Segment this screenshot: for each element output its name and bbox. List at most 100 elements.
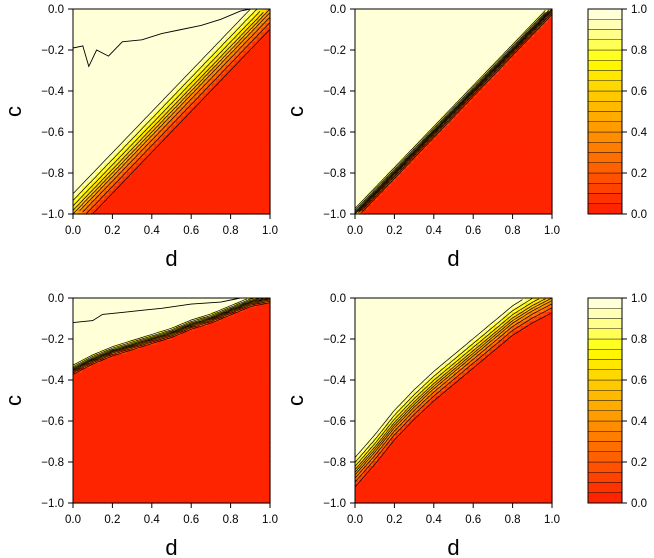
heat-cell	[117, 13, 123, 19]
heat-cell	[220, 22, 226, 29]
heat-cell	[243, 9, 249, 15]
heat-cell	[77, 386, 83, 392]
heat-cell	[135, 414, 141, 420]
heat-cell	[104, 13, 110, 19]
heat-cell	[149, 204, 155, 210]
heat-cell	[184, 111, 191, 117]
heat-cell	[86, 18, 92, 24]
heat-cell	[520, 50, 526, 57]
heat-cell	[135, 479, 141, 485]
heat-cell	[126, 363, 132, 369]
contour-line	[354, 10, 546, 209]
heat-cell	[90, 22, 96, 29]
contour-line	[354, 11, 549, 214]
heat-cell	[435, 92, 441, 99]
heat-cell	[81, 405, 88, 411]
heat-cell	[229, 162, 235, 169]
heat-cell	[359, 27, 365, 33]
heat-cell	[90, 88, 96, 94]
heat-cell	[90, 167, 96, 173]
heat-cell	[175, 470, 182, 476]
heat-cell	[525, 209, 531, 215]
heat-cell	[90, 32, 96, 38]
heat-cell	[104, 409, 110, 416]
heat-cell	[90, 330, 96, 336]
heat-cell	[77, 498, 83, 504]
heat-cell	[73, 153, 79, 159]
heat-cell	[73, 493, 79, 499]
heat-cell	[543, 120, 549, 127]
heat-cell	[466, 134, 473, 141]
heat-cell	[247, 88, 253, 94]
heat-cell	[167, 442, 173, 448]
heat-cell	[444, 106, 450, 113]
heat-cell	[489, 27, 495, 33]
heat-cell	[538, 102, 544, 108]
heat-cell	[113, 423, 119, 430]
heat-cell	[122, 386, 128, 392]
heat-cell	[193, 111, 199, 117]
heat-cell	[126, 102, 132, 108]
heat-cell	[520, 46, 526, 52]
heat-cell	[363, 78, 370, 85]
heat-cell	[265, 97, 271, 103]
heat-cell	[404, 144, 410, 150]
heat-cell	[95, 162, 101, 169]
heat-cell	[77, 158, 83, 164]
heat-cell	[86, 13, 92, 19]
heat-cell	[516, 130, 522, 136]
heat-cell	[95, 405, 101, 411]
heat-cell	[404, 139, 410, 145]
heat-cell	[144, 134, 150, 141]
heat-cell	[489, 13, 495, 19]
heat-cell	[140, 176, 146, 182]
heat-cell	[162, 106, 168, 113]
heat-cell	[158, 414, 164, 420]
heat-cell	[261, 41, 267, 47]
heat-cell	[211, 167, 217, 173]
heat-cell	[175, 447, 182, 453]
heat-cell	[377, 162, 383, 169]
heat-cell	[99, 200, 105, 206]
heat-cell	[153, 200, 159, 206]
heat-cell	[167, 55, 173, 61]
heat-cell	[122, 102, 128, 108]
heat-cell	[198, 116, 204, 122]
y-tick-label: −0.4	[323, 86, 346, 98]
heat-cell	[498, 50, 504, 57]
heat-cell	[484, 181, 490, 187]
heat-cell	[372, 83, 378, 89]
heat-cell	[359, 139, 365, 145]
heat-cell	[189, 158, 195, 164]
heat-cell	[493, 116, 499, 122]
heat-cell	[207, 116, 213, 122]
heat-cell	[171, 311, 177, 318]
heat-cell	[81, 78, 88, 85]
heat-cell	[534, 204, 540, 210]
heat-cell	[408, 97, 414, 103]
heat-cell	[372, 139, 378, 145]
heat-cell	[153, 470, 159, 476]
heat-cell	[77, 400, 83, 406]
heat-cell	[189, 153, 195, 159]
heat-cell	[122, 381, 128, 388]
heat-cell	[108, 475, 114, 481]
heat-cell	[211, 13, 217, 19]
heat-cell	[90, 69, 96, 75]
heat-cell	[140, 442, 146, 448]
heat-cell	[390, 125, 396, 131]
heat-cell	[372, 200, 378, 206]
heat-cell	[489, 176, 495, 182]
heat-cell	[149, 367, 155, 374]
heat-cell	[162, 9, 168, 15]
heat-cell	[158, 479, 164, 485]
heat-cell	[198, 60, 204, 66]
heat-cell	[122, 162, 128, 169]
heat-cell	[149, 423, 155, 430]
heat-cell	[368, 176, 374, 182]
heat-cell	[81, 349, 88, 355]
heat-cell	[140, 78, 146, 85]
heat-cell	[99, 32, 105, 38]
heat-cell	[417, 50, 423, 57]
heat-cell	[216, 195, 222, 201]
